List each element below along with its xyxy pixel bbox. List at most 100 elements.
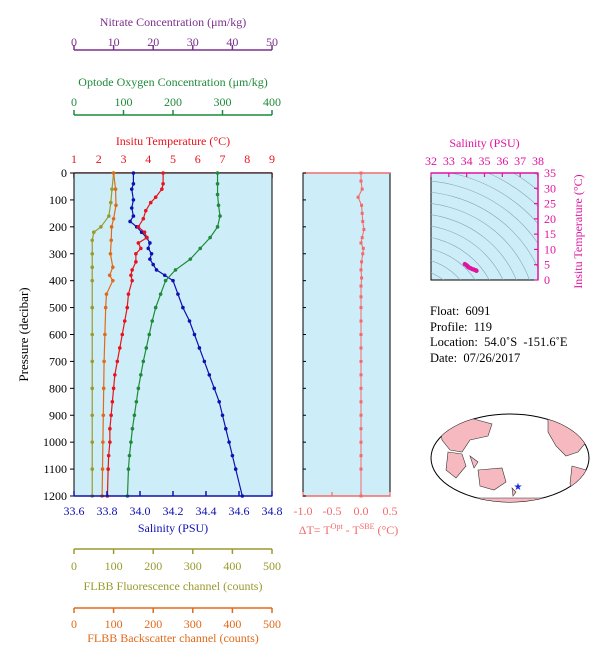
oxygen-point (139, 373, 143, 377)
salinity-point (230, 453, 235, 458)
density-contour (431, 214, 517, 280)
temperature-point (134, 260, 138, 264)
temperature-point (141, 216, 146, 221)
dt-point (360, 187, 364, 191)
salinity-point (217, 399, 221, 404)
oxygen-point (132, 413, 137, 418)
salinity-point (202, 359, 207, 364)
dt-tick-label: 0.0 (354, 504, 369, 518)
oxygen-point (198, 246, 203, 251)
land-antarctica (448, 497, 572, 502)
dt-point (359, 400, 363, 404)
salinity-point (224, 426, 228, 431)
temperature-point (129, 273, 133, 278)
oxygen-tick-label: 400 (263, 95, 281, 109)
temperature-point (125, 305, 130, 310)
backscatter-point (113, 187, 118, 191)
fluorescence-point (90, 238, 95, 243)
ts-y-tick-label: 5 (544, 258, 550, 272)
dt-point (359, 440, 363, 444)
dt-tick-label: -0.5 (323, 504, 342, 518)
temperature-point (145, 235, 149, 240)
temperature-point (106, 453, 111, 458)
temperature-tick-label: 1 (71, 152, 77, 166)
oxygen-point (126, 467, 131, 471)
fluorescence-point (99, 225, 103, 229)
backscatter-point (100, 467, 105, 471)
nitrate-tick-label: 30 (187, 35, 199, 49)
temperature-point (161, 181, 165, 186)
ts-x-tick-label: 34 (461, 154, 473, 168)
land-south-america (569, 465, 587, 501)
salinity-point (128, 219, 132, 224)
salinity-point (227, 440, 231, 444)
temperature-point (161, 171, 165, 175)
oxygen-point (144, 346, 149, 350)
oxygen-point (163, 278, 168, 283)
delta-t-plot: -1.0 -0.5 0.0 0.5 ΔT= TOpt - TSBE (°C) (294, 171, 399, 537)
date-text: Date: 07/26/2017 (430, 350, 521, 365)
salinity-tick-label: 33.6 (64, 504, 85, 518)
pressure-tick-label: 1200 (43, 489, 67, 503)
oxygen-point (216, 203, 221, 208)
dt-point (359, 306, 363, 310)
ts-x-tick-label: 35 (479, 154, 491, 168)
nitrate-tick-label: 40 (226, 35, 238, 49)
salinity-point (192, 332, 197, 337)
temperature-tick-label: 2 (96, 152, 102, 166)
dt-point (359, 333, 363, 336)
ts-plot-area (430, 172, 539, 281)
fluorescence-tick-label: 400 (223, 559, 241, 573)
salinity-point (207, 373, 212, 377)
plot-area (73, 172, 273, 497)
oxygen-point (215, 181, 220, 186)
temperature-point (126, 292, 131, 296)
oxygen-point (215, 225, 220, 229)
temperature-point (136, 241, 141, 245)
oxygen-point (134, 399, 139, 404)
fluorescence-tick-label: 0 (71, 559, 77, 573)
float-location-marker: ★ (514, 482, 523, 493)
profile-text: Profile: 119 (430, 319, 493, 334)
dt-point (359, 295, 363, 299)
temperature-point (109, 413, 113, 418)
oxygen-tick-label: 0 (71, 95, 77, 109)
salinity-point (131, 181, 136, 186)
float-id-text: Float: 6091 (430, 304, 491, 318)
fluorescence-tick-label: 500 (263, 559, 281, 573)
density-contour (431, 203, 530, 280)
temperature-point (160, 187, 164, 191)
backscatter-tick-label: 100 (105, 617, 123, 631)
dt-point (359, 413, 363, 417)
dt-point (359, 467, 363, 471)
ts-x-tick-label: 32 (425, 154, 437, 168)
fluorescence-point (90, 305, 95, 310)
ts-y-tick-label: 10 (544, 242, 556, 256)
oxygen-point (208, 235, 212, 240)
pressure-tick-label: 700 (49, 354, 67, 368)
nitrate-axis-label: Nitrate Concentration (μm/kg) (100, 15, 246, 29)
backscatter-point (101, 440, 105, 444)
pressure-tick-label: 100 (49, 193, 67, 207)
pressure-tick-label: 600 (49, 328, 67, 342)
fluorescence-tick-label: 300 (184, 559, 202, 573)
ts-y-tick-label: 15 (544, 227, 556, 241)
oxygen-tick-label: 200 (164, 95, 182, 109)
backscatter-tick-label: 500 (263, 617, 281, 631)
dt-axis-label: ΔT= TOpt - TSBE (°C) (299, 522, 399, 537)
temperature-point (120, 332, 125, 337)
salinity-tick-label: 34.2 (163, 504, 184, 518)
temperature-tick-label: 8 (244, 152, 250, 166)
oxygen-point (188, 257, 193, 261)
fluorescence-point (90, 386, 95, 391)
pressure-tick-label: 900 (49, 408, 67, 422)
fluorescence-point (109, 200, 113, 205)
ts-density-contours (431, 173, 538, 280)
density-contour (431, 225, 504, 280)
pressure-tick-label: 800 (49, 381, 67, 395)
backscatter-tick-label: 0 (71, 617, 77, 631)
pressure-tick-label: 1100 (43, 462, 67, 476)
salinity-tick-label: 34.0 (130, 504, 151, 518)
salinity-point (131, 171, 136, 175)
